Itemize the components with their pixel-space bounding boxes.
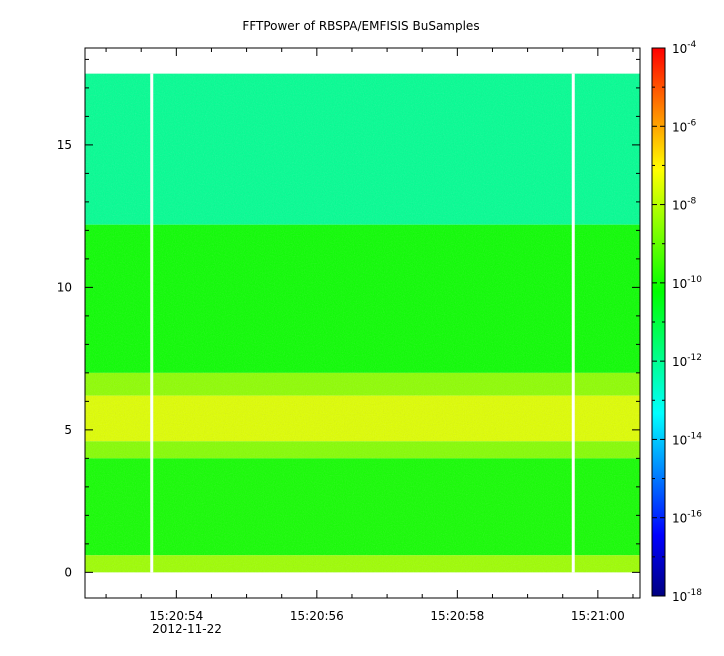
x-tick-label: 15:20:56 (290, 609, 344, 623)
x-tick-label: 15:20:58 (430, 609, 484, 623)
data-gap (571, 73, 575, 573)
plot-area (85, 73, 640, 573)
colorbar-tick-label: 10-4 (672, 40, 697, 56)
colorbar-tick-label: 10-14 (672, 431, 702, 447)
data-gap (150, 73, 154, 573)
noise-speckle (85, 73, 640, 573)
y-tick-label: 15 (57, 138, 72, 152)
y-tick-label: 5 (64, 423, 72, 437)
x-date-label: 2012-11-22 (152, 622, 222, 636)
colorbar-ticks: 10-4 10-6 10-8 10-10 10-12 10-14 10-16 10-18 (652, 40, 702, 604)
colorbar: 10-4 10-6 10-8 10-10 10-12 10-14 10-16 10-18 (651, 40, 702, 604)
y-tick-label: 0 (64, 565, 72, 579)
x-tick-label: 15:20:54 (149, 609, 203, 623)
colorbar-fill (652, 48, 665, 596)
x-axis: 15:20:54 15:20:56 15:20:58 15:21:00 (105, 48, 634, 623)
data-gaps (150, 73, 575, 573)
colorbar-tick-label: 10-10 (672, 275, 702, 291)
y-axis: 0 5 10 15 (57, 58, 640, 579)
colorbar-tick-label: 10-8 (672, 197, 697, 213)
colorbar-tick-label: 10-18 (672, 588, 702, 604)
noise-overlay (85, 73, 640, 573)
x-tick-label: 15:21:00 (571, 609, 625, 623)
colorbar-tick-label: 10-16 (672, 510, 702, 526)
y-tick-label: 10 (57, 280, 72, 294)
colorbar-tick-label: 10-12 (672, 353, 702, 369)
plot-frame (84, 47, 641, 599)
chart-title: FFTPower of RBSPA/EMFISIS BuSamples (242, 19, 479, 33)
colorbar-tick-label: 10-6 (672, 118, 697, 134)
